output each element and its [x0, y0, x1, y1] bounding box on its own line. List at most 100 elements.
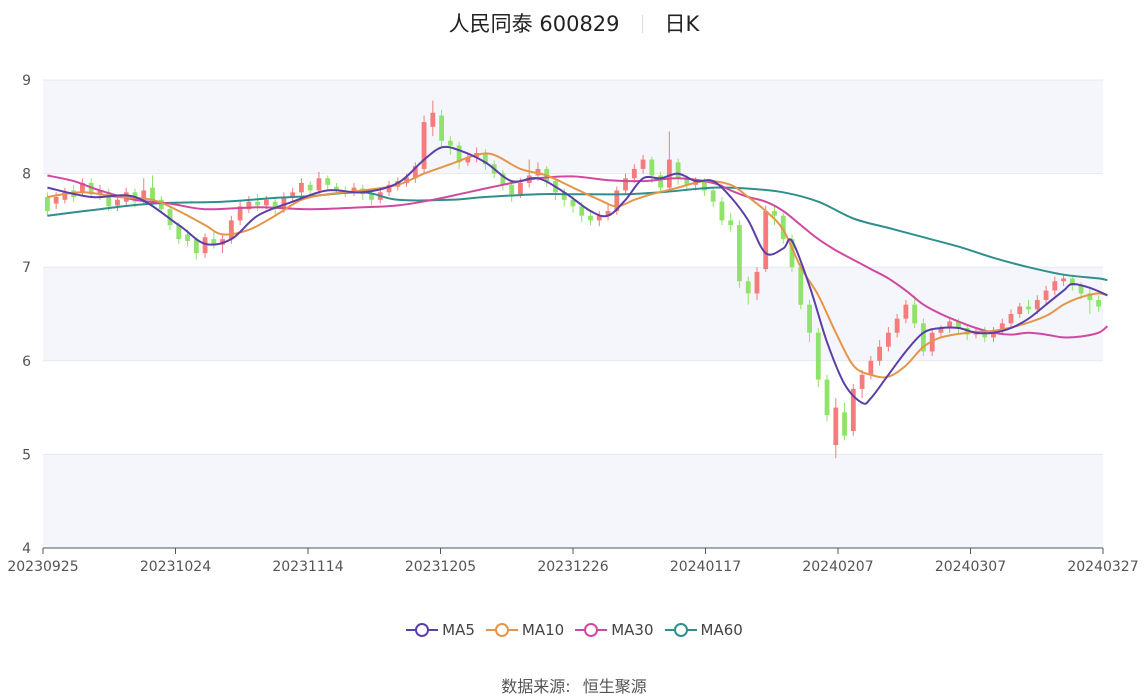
legend-item-ma30[interactable]: MA30: [574, 621, 654, 639]
candle: [1096, 295, 1102, 313]
candle-body: [833, 407, 839, 446]
candle-body: [737, 225, 742, 282]
legend-item-ma5[interactable]: MA5: [405, 621, 475, 639]
candle-body: [202, 237, 208, 254]
candle: [772, 205, 777, 226]
candle-body: [999, 323, 1005, 331]
candle: [316, 171, 322, 195]
y-tick-label: 7: [22, 260, 31, 276]
candle: [202, 233, 208, 258]
legend-label: MA10: [521, 621, 565, 639]
candle-body: [877, 346, 883, 361]
candle: [728, 212, 734, 232]
x-tick-label: 20230925: [7, 559, 78, 575]
candle-body: [158, 199, 164, 210]
candle-body: [921, 323, 926, 352]
candle: [640, 154, 646, 174]
candle: [658, 171, 664, 193]
y-tick-label: 5: [22, 447, 31, 463]
candle-body: [325, 178, 331, 185]
candle-body: [500, 173, 506, 185]
candle-body: [106, 192, 112, 207]
candle-body: [307, 184, 313, 191]
candle: [833, 398, 839, 459]
candle: [272, 197, 278, 215]
candle-body: [1052, 281, 1058, 291]
candle: [1008, 309, 1014, 328]
candle: [246, 196, 252, 213]
candle-body: [246, 201, 252, 210]
candle: [509, 181, 515, 202]
candle-body: [701, 181, 707, 191]
candle-body: [885, 332, 891, 347]
candle-body: [228, 220, 234, 240]
candle: [80, 178, 85, 197]
candle: [421, 115, 427, 174]
legend-marker-icon: [485, 623, 518, 637]
candle-body: [211, 239, 217, 244]
candle: [351, 182, 357, 197]
candle: [815, 328, 821, 388]
candle-body: [570, 199, 576, 207]
moving-average-lines: [47, 145, 1109, 405]
candle: [763, 205, 769, 272]
x-tick-label: 20231205: [405, 559, 476, 575]
candle-body: [53, 197, 59, 204]
candle-body: [763, 211, 769, 270]
candle-body: [789, 239, 795, 268]
candle-body: [1061, 278, 1066, 282]
candle: [1069, 274, 1075, 291]
x-tick-label: 20231024: [140, 559, 211, 575]
candle-body: [281, 197, 287, 210]
candle-body: [710, 190, 716, 202]
candle-body: [1069, 278, 1075, 286]
candle-body: [518, 182, 523, 195]
candle: [439, 109, 445, 148]
candle-body: [614, 190, 620, 212]
candle: [675, 158, 681, 185]
candle-body: [447, 140, 453, 146]
candle: [745, 276, 751, 305]
candle-body: [780, 215, 786, 240]
candle-body: [947, 321, 953, 329]
candle-body: [1087, 293, 1093, 300]
candle: [850, 384, 856, 436]
legend-item-ma10[interactable]: MA10: [485, 621, 564, 639]
candle: [290, 187, 296, 202]
legend-item-ma60[interactable]: MA60: [664, 621, 743, 639]
candle-body: [605, 211, 611, 216]
candle-body: [588, 215, 593, 221]
candle-body: [640, 159, 646, 169]
candle-body: [193, 239, 199, 254]
candle-body: [991, 330, 996, 338]
legend-marker-icon: [406, 623, 439, 637]
candle-body: [807, 304, 812, 333]
candle: [912, 295, 918, 329]
legend-marker-icon: [575, 623, 608, 637]
candle-body: [272, 201, 278, 210]
candle: [500, 169, 506, 191]
candle-body: [579, 206, 585, 216]
candle: [921, 318, 926, 357]
candle: [719, 197, 725, 226]
ma-line-ma5: [47, 145, 1108, 405]
candle-body: [824, 379, 830, 416]
candle-body: [334, 186, 339, 191]
y-tick-label: 9: [22, 73, 31, 89]
candle-body: [675, 162, 681, 179]
candle-body: [465, 156, 471, 163]
candles: [44, 100, 1102, 459]
candle-body: [666, 159, 672, 188]
stock-code: 600829: [539, 12, 620, 36]
source-label: 数据来源:: [501, 677, 571, 696]
candle-body: [1096, 299, 1102, 307]
x-tick-label: 20240117: [670, 559, 741, 575]
candle: [631, 164, 637, 183]
candle: [710, 186, 716, 208]
candle: [596, 211, 602, 227]
source-value: 恒生聚源: [582, 677, 647, 696]
candle: [903, 299, 909, 324]
candle-body: [421, 122, 427, 169]
candle-body: [386, 184, 392, 193]
candle-body: [263, 199, 269, 206]
